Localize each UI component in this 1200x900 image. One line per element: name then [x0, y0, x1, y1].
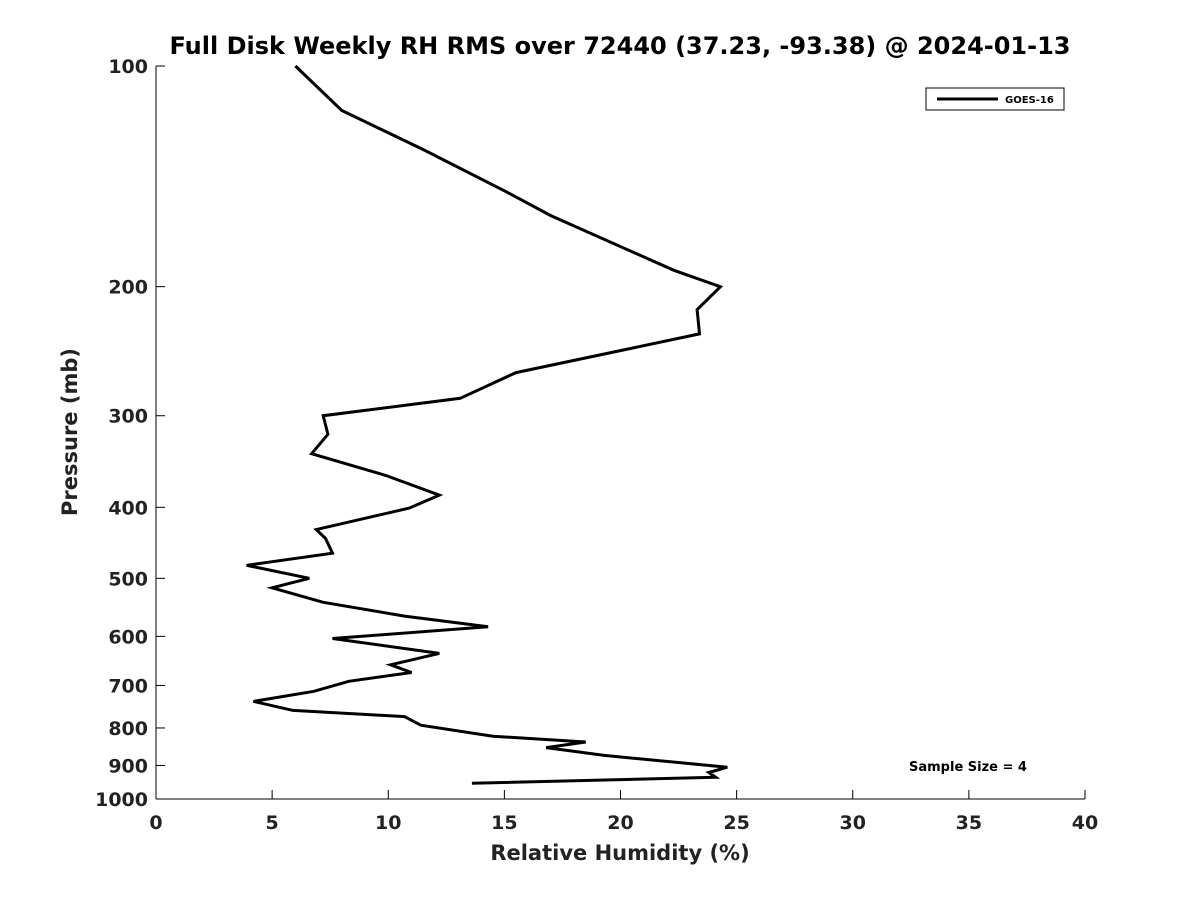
y-tick-label: 200	[108, 277, 148, 299]
x-tick-label: 30	[840, 812, 866, 834]
y-tick-label: 600	[108, 626, 148, 648]
x-tick-label: 35	[956, 812, 982, 834]
chart-title: Full Disk Weekly RH RMS over 72440 (37.2…	[169, 32, 1070, 60]
legend: GOES-16	[925, 87, 1065, 111]
y-tick-label: 100	[108, 56, 148, 78]
y-axis-ticks: 100 200 300 400 500 600 700 800 900 1000	[95, 56, 165, 811]
x-tick-label: 0	[149, 812, 162, 834]
sample-size-annotation: Sample Size = 4	[909, 760, 1027, 775]
x-tick-label: 40	[1072, 812, 1098, 834]
x-tick-label: 25	[723, 812, 749, 834]
y-tick-label: 1000	[95, 789, 148, 811]
y-tick-label: 700	[108, 675, 148, 697]
x-tick-label: 5	[266, 812, 279, 834]
series-line-goes-16	[246, 64, 728, 785]
legend-label-goes-16: GOES-16	[1005, 95, 1054, 106]
y-tick-label: 800	[108, 718, 148, 740]
x-tick-label: 20	[607, 812, 633, 834]
y-tick-label: 900	[108, 755, 148, 777]
y-tick-label: 300	[108, 406, 148, 428]
y-tick-label: 500	[108, 568, 148, 590]
y-axis-label: Pressure (mb)	[58, 348, 82, 516]
x-axis-ticks: 0 5 10 15 20 25 30 35 40	[149, 790, 1098, 834]
x-tick-label: 15	[491, 812, 517, 834]
x-tick-label: 10	[375, 812, 401, 834]
y-tick-label: 400	[108, 497, 148, 519]
x-axis-label: Relative Humidity (%)	[490, 841, 749, 865]
